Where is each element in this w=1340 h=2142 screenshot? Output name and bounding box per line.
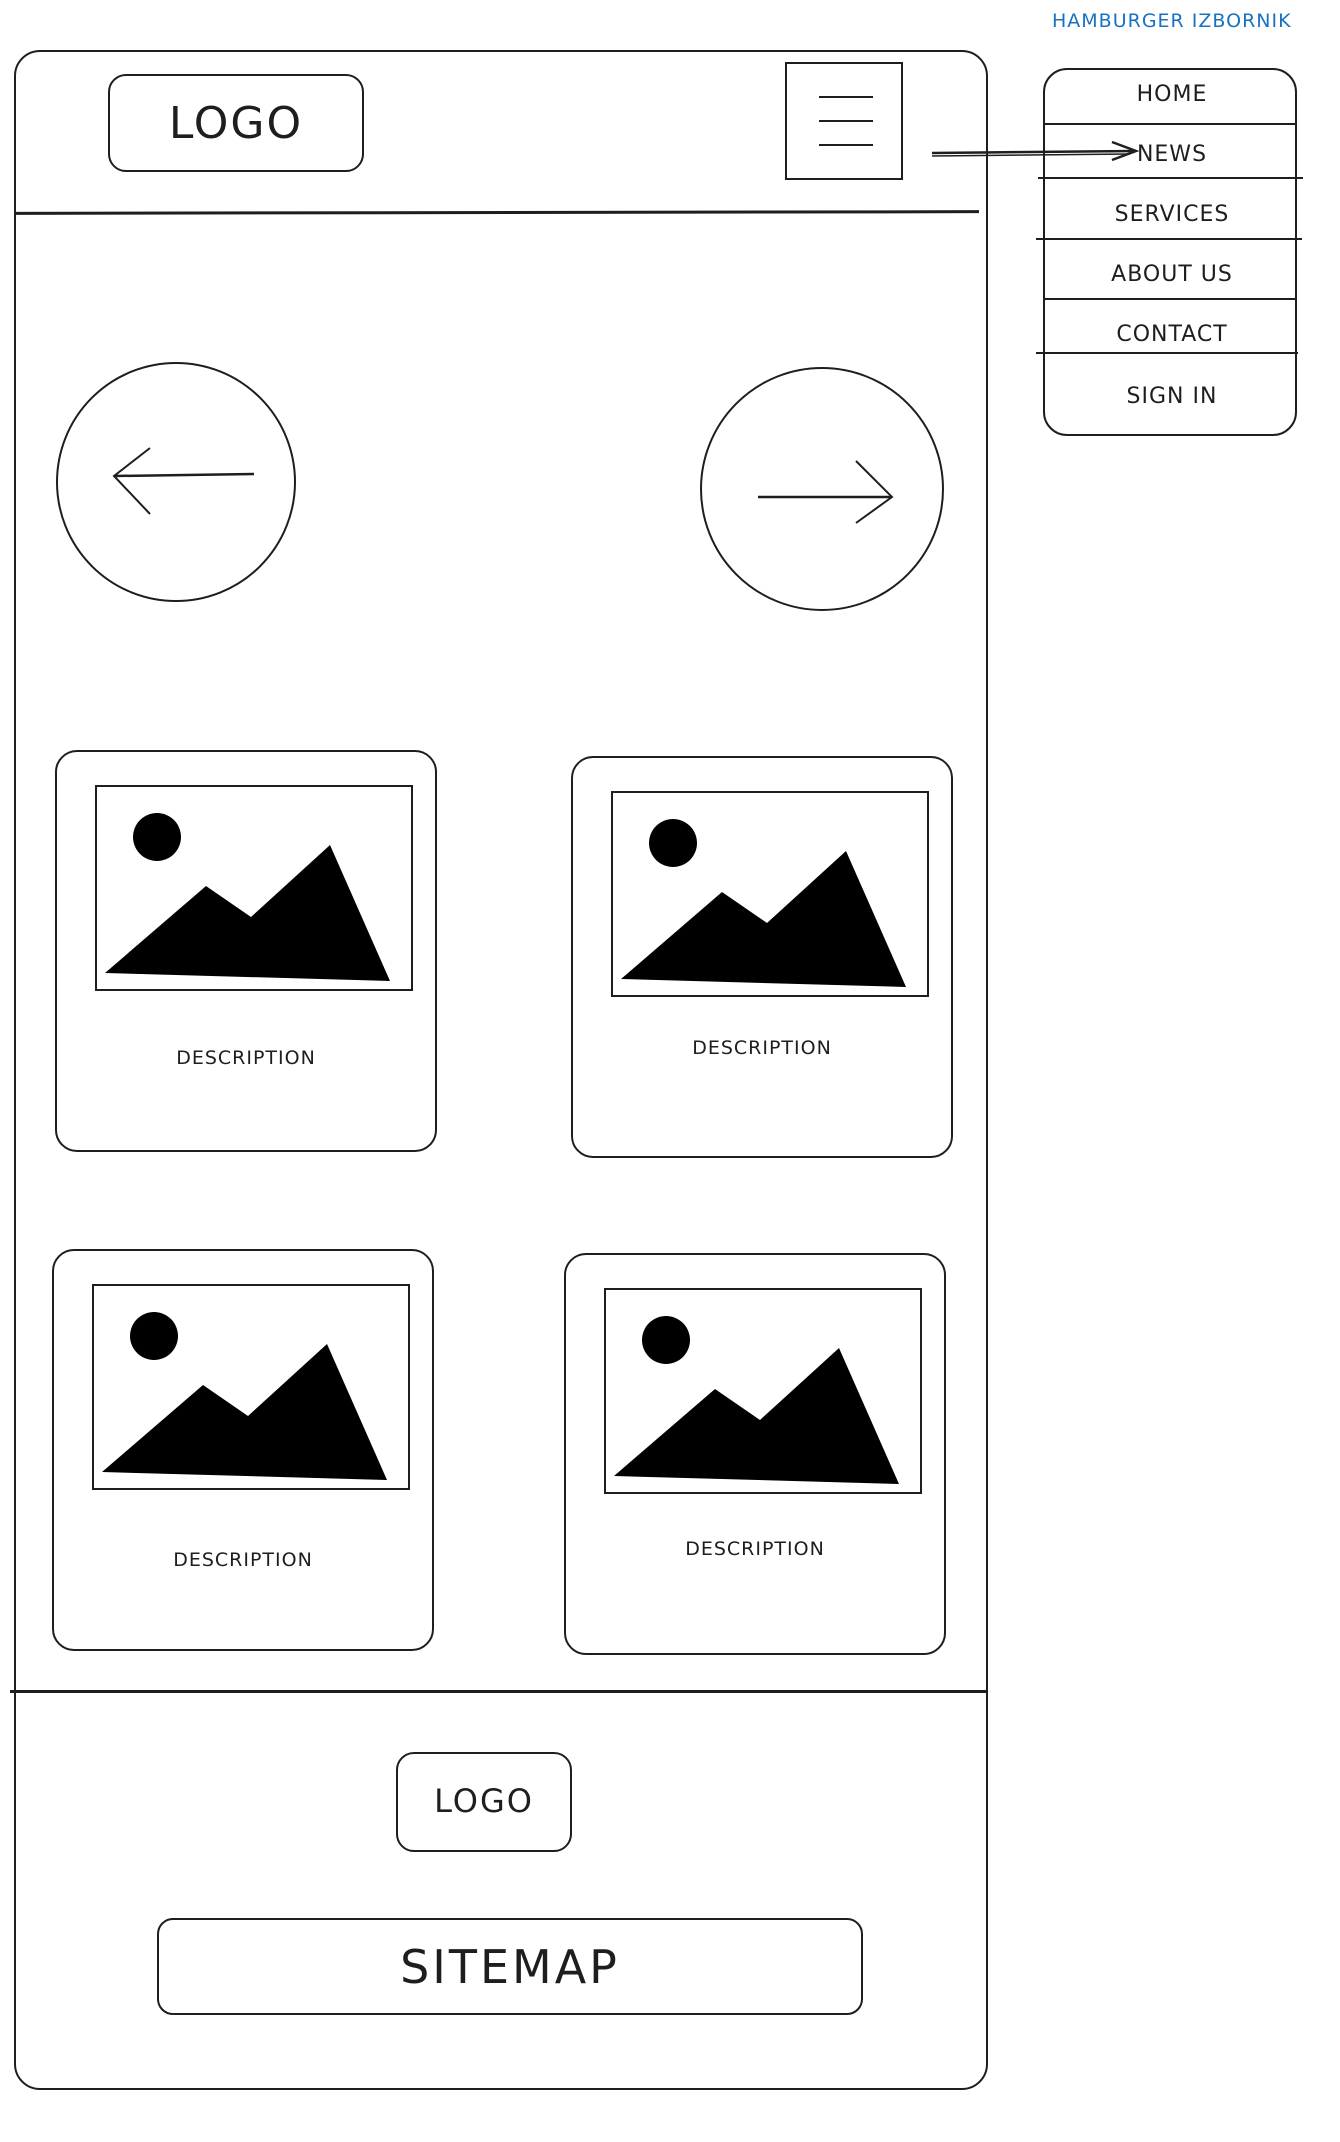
menu-item-label: SERVICES — [1114, 202, 1230, 227]
menu-item-label: SIGN IN — [1126, 384, 1218, 409]
content-card[interactable]: DESCRIPTION — [55, 750, 437, 1152]
menu-divider — [1043, 298, 1297, 300]
footer-logo-label: LOGO — [434, 1782, 534, 1820]
sitemap-link[interactable]: SITEMAP — [157, 1918, 863, 2015]
menu-item-label: NEWS — [1136, 142, 1208, 167]
arrow-right-icon — [758, 460, 894, 524]
card-description: DESCRIPTION — [685, 1538, 825, 1560]
hamburger-menu-button[interactable] — [785, 62, 903, 180]
menu-annotation-title: HAMBURGER IZBORNIK — [1052, 10, 1292, 32]
hamburger-icon — [819, 96, 873, 98]
menu-divider — [1038, 177, 1303, 179]
hamburger-icon-bar — [819, 120, 873, 122]
card-description: DESCRIPTION — [692, 1037, 832, 1059]
phone-frame — [14, 50, 988, 2090]
menu-item-contact[interactable]: CONTACT — [1045, 310, 1299, 370]
image-placeholder-icon — [604, 1288, 922, 1494]
menu-item-services[interactable]: SERVICES — [1045, 190, 1299, 250]
hamburger-menu-panel: HOME NEWS SERVICES ABOUT US CONTACT SIGN… — [1043, 68, 1297, 436]
carousel-next-button[interactable] — [700, 367, 944, 611]
menu-item-sign-in[interactable]: SIGN IN — [1045, 370, 1299, 430]
header-logo[interactable]: LOGO — [108, 74, 364, 172]
menu-item-home[interactable]: HOME — [1045, 70, 1299, 130]
menu-divider — [1043, 123, 1297, 125]
hamburger-icon-bar — [819, 144, 873, 146]
content-card[interactable]: DESCRIPTION — [52, 1249, 434, 1651]
header-logo-label: LOGO — [168, 98, 304, 149]
content-card[interactable]: DESCRIPTION — [564, 1253, 946, 1655]
image-placeholder-icon — [92, 1284, 410, 1490]
menu-item-news[interactable]: NEWS — [1045, 130, 1299, 190]
menu-item-about-us[interactable]: ABOUT US — [1045, 250, 1299, 310]
menu-divider — [1036, 352, 1298, 354]
arrow-left-icon — [112, 447, 255, 515]
menu-item-label: HOME — [1136, 82, 1208, 107]
sitemap-label: SITEMAP — [400, 1940, 620, 1994]
image-placeholder-icon — [611, 791, 929, 997]
menu-item-label: CONTACT — [1116, 322, 1228, 347]
image-placeholder-icon — [95, 785, 413, 991]
card-description: DESCRIPTION — [173, 1549, 313, 1571]
carousel-prev-button[interactable] — [56, 362, 296, 602]
card-description: DESCRIPTION — [176, 1047, 316, 1069]
footer-logo[interactable]: LOGO — [396, 1752, 572, 1852]
content-card[interactable]: DESCRIPTION — [571, 756, 953, 1158]
menu-divider — [1036, 238, 1302, 240]
menu-item-label: ABOUT US — [1111, 262, 1233, 287]
footer-divider — [10, 1690, 988, 1693]
